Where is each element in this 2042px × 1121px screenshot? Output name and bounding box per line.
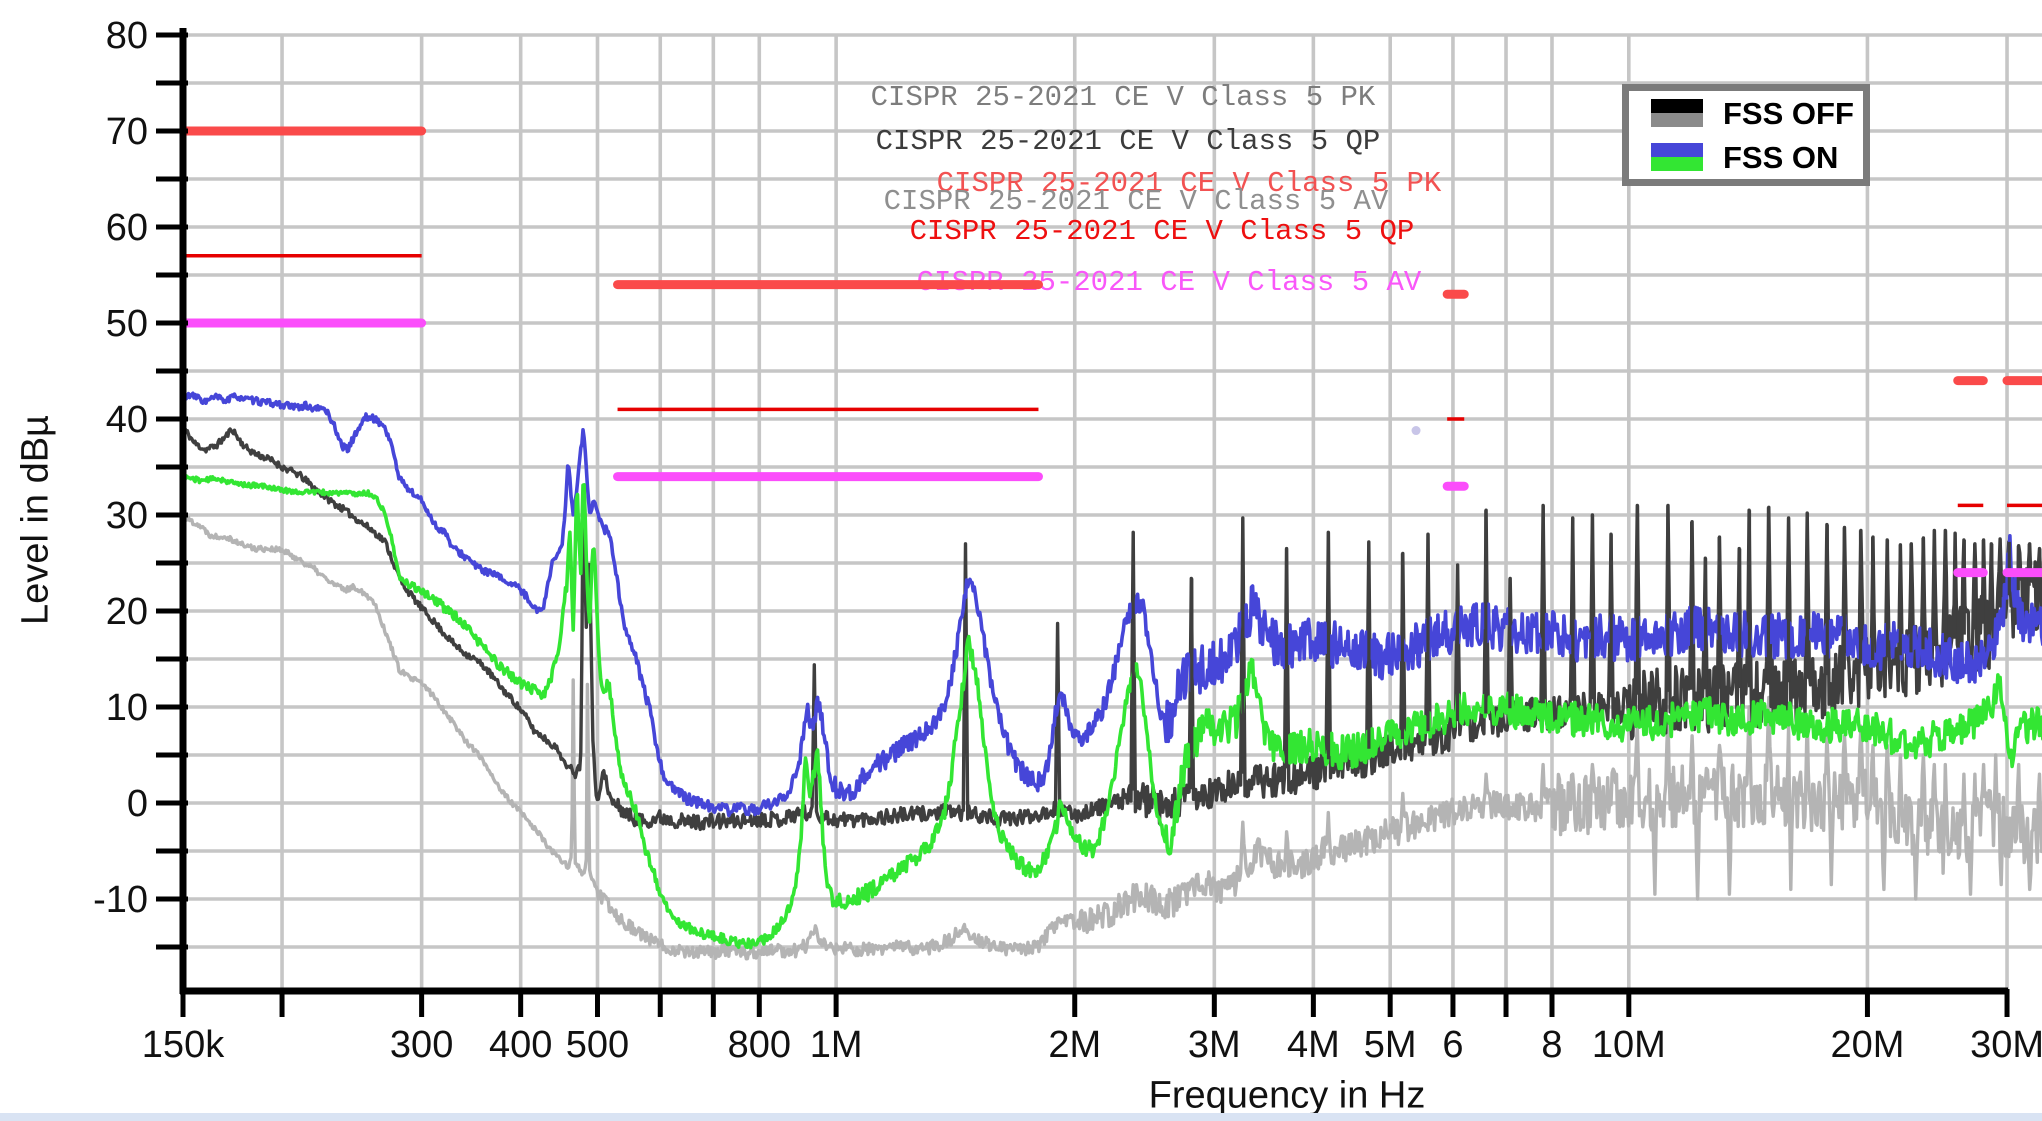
x-tick-label-6: 6 [1442, 1024, 1463, 1066]
x-tick-label-500: 500 [566, 1024, 629, 1066]
swatch-bar-off-pk [1651, 99, 1703, 113]
x-tick-label-800: 800 [728, 1024, 791, 1066]
footer-strip [0, 1113, 2042, 1121]
curve-on-pk [183, 391, 2042, 818]
y-tick-label-40: 40 [106, 399, 148, 441]
limit-line-pk [183, 126, 2042, 386]
limit-lines [183, 126, 2042, 578]
y-tick-label-70: 70 [106, 111, 148, 153]
y-tick-label-60: 60 [106, 207, 148, 249]
legend: FSS OFF FSS ON [1622, 84, 1870, 186]
x-tick-label-4M: 4M [1287, 1024, 1340, 1066]
annotation-line-3: CISPR 25-2021 CE V Class 5 PK [937, 167, 1442, 200]
limit-line-qp [183, 254, 2042, 508]
x-tick-label-10M: 10M [1592, 1024, 1666, 1066]
x-tick-label-400: 400 [489, 1024, 552, 1066]
legend-item-fss-on: FSS ON [1651, 142, 1863, 173]
curves [183, 391, 2042, 961]
legend-swatch-fss-on [1651, 143, 1703, 171]
stray-marker-dot [1411, 426, 1421, 436]
y-tick-label-10: 10 [106, 687, 148, 729]
y-tick-label-20: 20 [106, 591, 148, 633]
x-tick-labels: 150k 300 400 500 800 1M 2M 3M 4M 5M 6 8 10M 20M 30M [142, 1024, 2042, 1066]
limit-line-av [183, 318, 2042, 578]
legend-label-fss-off: FSS OFF [1723, 95, 1854, 131]
x-tick-label-2M: 2M [1048, 1024, 1101, 1066]
annotation-line-1: CISPR 25-2021 CE V Class 5 PK [871, 81, 1376, 114]
legend-label-fss-on: FSS ON [1723, 139, 1839, 175]
y-tick-label--10: -10 [93, 879, 148, 921]
annotation-line-2: CISPR 25-2021 CE V Class 5 QP [876, 125, 1381, 158]
y-tick-label-80: 80 [106, 15, 148, 57]
y-tick-labels: 80 70 60 50 40 30 20 10 0 -10 [93, 15, 148, 921]
x-tick-label-150k: 150k [142, 1024, 225, 1066]
x-tick-label-20M: 20M [1830, 1024, 1904, 1066]
y-tick-label-0: 0 [127, 783, 148, 825]
x-tick-label-300: 300 [390, 1024, 453, 1066]
x-tick-label-3M: 3M [1188, 1024, 1241, 1066]
x-tick-label-8: 8 [1541, 1024, 1562, 1066]
x-tick-label-5M: 5M [1364, 1024, 1417, 1066]
y-tick-label-30: 30 [106, 495, 148, 537]
y-axis-title: Level in dBµ [14, 415, 57, 625]
swatch-bar-on-pk [1651, 143, 1703, 157]
swatch-bar-off-av [1651, 113, 1703, 127]
curve-off-av [183, 515, 2042, 961]
x-tick-label-1M: 1M [810, 1024, 863, 1066]
axes [156, 28, 2010, 1017]
annotation-line-5: CISPR 25-2021 CE V Class 5 QP [910, 215, 1415, 248]
annotation-line-4: CISPR 25-2021 CE V Class 5 AV [884, 185, 1389, 218]
curve-off-pk-comb-overlay [1131, 505, 2042, 791]
legend-item-fss-off: FSS OFF [1651, 98, 1863, 129]
x-tick-label-30M: 30M [1970, 1024, 2042, 1066]
y-tick-label-50: 50 [106, 303, 148, 345]
legend-swatch-fss-off [1651, 99, 1703, 127]
x-axis-title: Frequency in Hz [1148, 1074, 1426, 1117]
curve-off-pk [183, 425, 2042, 832]
swatch-bar-on-av [1651, 157, 1703, 171]
curve-on-av [183, 474, 2042, 950]
